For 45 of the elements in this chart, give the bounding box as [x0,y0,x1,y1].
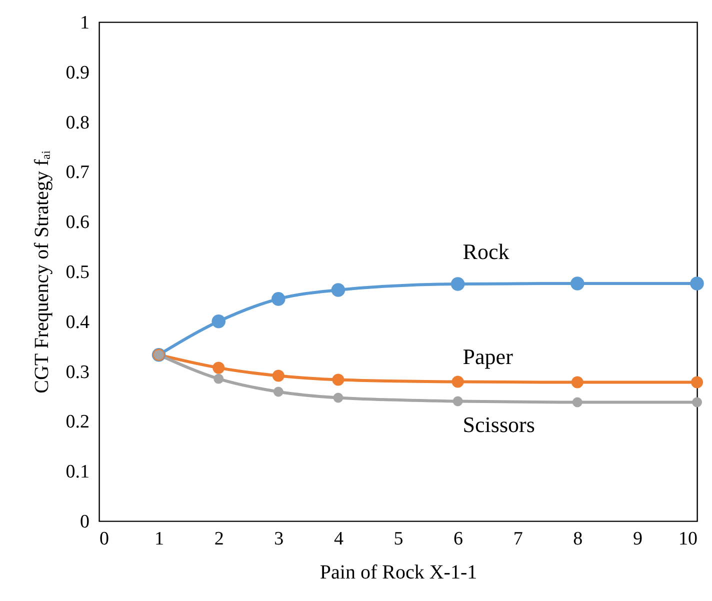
y-tick-label: 0.6 [66,212,90,234]
x-tick-label: 7 [513,528,523,550]
series-label: Scissors [462,412,535,438]
point [692,397,702,408]
y-tick-label: 0.9 [66,62,90,84]
point [272,292,286,306]
y-tick-label: 0.1 [66,462,90,483]
point [273,386,284,397]
x-tick-label: 10 [678,528,698,550]
x-tick-label: 0 [100,528,109,550]
x-tick-label: 1 [154,528,164,550]
y-tick-label: 0.3 [66,362,90,383]
point [272,370,284,382]
y-axis-title: CGT Frequency of Strategy fₐᵢ [30,150,53,394]
point [452,396,463,406]
x-tick-label: 8 [573,528,583,550]
y-tick-label: 0.2 [66,412,90,433]
x-tick-label: 9 [632,528,642,550]
y-tick-label: 0.7 [66,162,90,184]
point [571,376,584,388]
point [212,362,225,374]
point [572,397,582,408]
y-tick-label: 0.8 [66,112,90,134]
series-label: Paper [462,344,514,369]
y-tick-label: 1 [80,12,90,34]
point [331,283,346,297]
x-tick-label: 2 [214,528,224,550]
point [450,277,465,291]
point [212,314,226,328]
point [214,374,224,384]
x-tick-label: 6 [454,528,464,550]
series-label: Rock [462,238,510,264]
point [332,374,344,386]
point [333,392,344,403]
y-tick-label: 0.5 [66,262,90,283]
x-tick-label: 5 [394,528,404,550]
point [690,376,704,388]
x-tick-label: 3 [274,528,284,550]
point [690,276,704,290]
point [570,276,584,290]
y-tick-label: 0 [80,512,90,532]
point [452,376,464,388]
x-tick-label: 4 [334,528,344,550]
y-tick-label: 0.4 [66,312,90,333]
x-axis-title: Pain of Rock X-1-1 [320,562,478,584]
